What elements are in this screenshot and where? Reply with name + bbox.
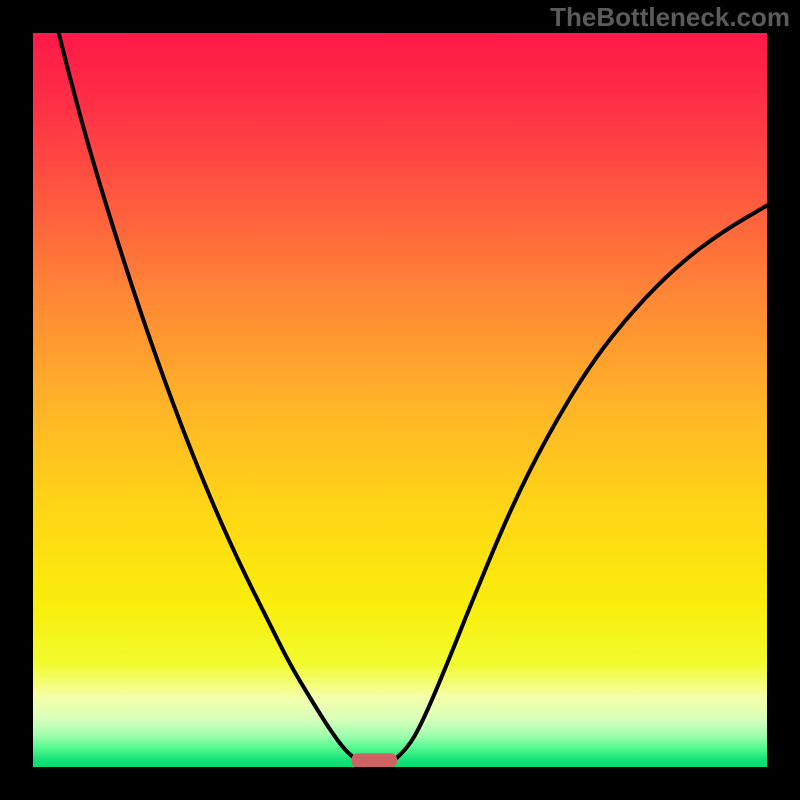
plot-frame — [0, 0, 800, 800]
watermark-text: TheBottleneck.com — [550, 2, 790, 33]
